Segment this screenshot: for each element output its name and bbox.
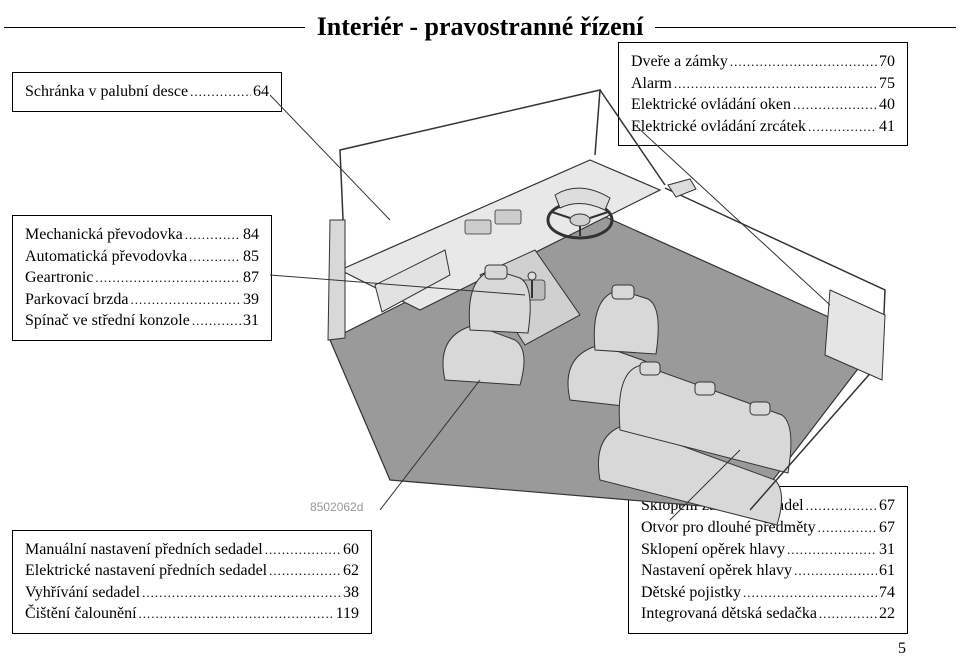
toc-page: 87 <box>243 267 259 289</box>
toc-page: 39 <box>243 289 259 311</box>
callout-box-transmission: Mechanická převodovka 84 Automatická přev… <box>12 215 272 341</box>
toc-dots <box>269 560 341 582</box>
title-rule-right <box>655 27 956 28</box>
toc-page: 70 <box>879 51 895 73</box>
toc-row: Sklopení opěrek hlavy 31 <box>641 539 895 561</box>
toc-row: Parkovací brzda 39 <box>25 289 259 311</box>
toc-label: Sklopení opěrek hlavy <box>641 539 785 561</box>
toc-label: Schránka v palubní desce <box>25 81 188 103</box>
toc-page: 60 <box>343 539 359 561</box>
callout-box-glovebox: Schránka v palubní desce 64 <box>12 72 282 112</box>
toc-label: Dveře a zámky <box>631 51 728 73</box>
toc-page: 38 <box>343 582 359 604</box>
toc-row: Mechanická převodovka 84 <box>25 224 259 246</box>
toc-label: Mechanická převodovka <box>25 224 183 246</box>
toc-row: Integrovaná dětská sedačka 22 <box>641 603 895 625</box>
toc-page: 31 <box>879 539 895 561</box>
toc-label: Manuální nastavení předních sedadel <box>25 539 263 561</box>
toc-label: Čištění čalounění <box>25 603 137 625</box>
toc-dots <box>95 267 241 289</box>
toc-label: Spínač ve střední konzole <box>25 310 190 332</box>
toc-dots <box>189 246 241 268</box>
toc-row: Elektrické nastavení předních sedadel 62 <box>25 560 359 582</box>
toc-label: Automatická převodovka <box>25 246 187 268</box>
toc-page: 84 <box>243 224 259 246</box>
callout-box-seats-front: Manuální nastavení předních sedadel 60 El… <box>12 530 372 634</box>
toc-row: Manuální nastavení předních sedadel 60 <box>25 539 359 561</box>
toc-dots <box>265 539 341 561</box>
toc-page: 61 <box>879 560 895 582</box>
toc-label: Integrovaná dětská sedačka <box>641 603 817 625</box>
toc-page: 62 <box>343 560 359 582</box>
title-rule-left <box>4 27 305 28</box>
toc-dots <box>192 310 241 332</box>
toc-row: Schránka v palubní desce 64 <box>25 81 269 103</box>
toc-dots <box>787 539 877 561</box>
toc-page: 22 <box>879 603 895 625</box>
toc-row: Automatická převodovka 85 <box>25 246 259 268</box>
toc-dots <box>139 603 334 625</box>
toc-label: Dětské pojistky <box>641 582 741 604</box>
toc-page: 119 <box>336 603 359 625</box>
toc-dots <box>730 51 877 73</box>
toc-row: Geartronic 87 <box>25 267 259 289</box>
page-title: Interiér - pravostranné řízení <box>309 12 652 42</box>
toc-label: Vyhřívání sedadel <box>25 582 140 604</box>
toc-label: Nastavení opěrek hlavy <box>641 560 792 582</box>
toc-dots <box>819 603 877 625</box>
toc-page: 64 <box>253 81 269 103</box>
car-interior-illustration <box>270 80 910 530</box>
toc-dots <box>185 224 241 246</box>
toc-row: Vyhřívání sedadel 38 <box>25 582 359 604</box>
toc-row: Dveře a zámky 70 <box>631 51 895 73</box>
toc-row: Čištění čalounění 119 <box>25 603 359 625</box>
toc-dots <box>190 81 251 103</box>
toc-row: Nastavení opěrek hlavy 61 <box>641 560 895 582</box>
toc-label: Geartronic <box>25 267 93 289</box>
page-number: 5 <box>898 640 906 658</box>
toc-row: Dětské pojistky 74 <box>641 582 895 604</box>
toc-page: 31 <box>243 310 259 332</box>
page-title-bar: Interiér - pravostranné řízení <box>0 12 960 42</box>
toc-page: 74 <box>879 582 895 604</box>
toc-dots <box>131 289 241 311</box>
toc-row: Spínač ve střední konzole 31 <box>25 310 259 332</box>
toc-label: Parkovací brzda <box>25 289 129 311</box>
illustration-code: 8502062d <box>310 500 363 514</box>
toc-page: 85 <box>243 246 259 268</box>
toc-dots <box>743 582 877 604</box>
toc-label: Elektrické nastavení předních sedadel <box>25 560 267 582</box>
toc-dots <box>794 560 877 582</box>
toc-dots <box>142 582 341 604</box>
